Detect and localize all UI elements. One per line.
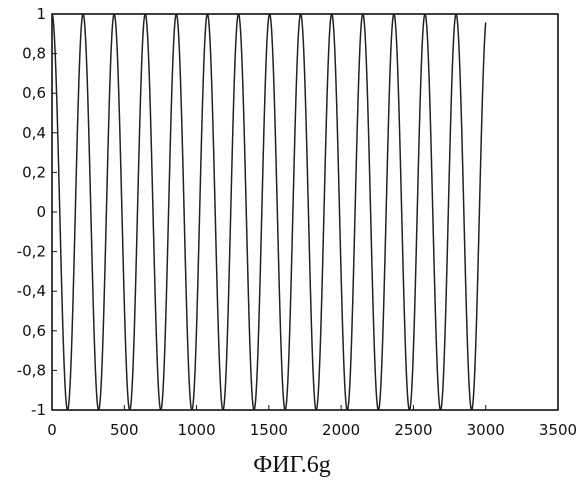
y-tick-label: 0,6	[22, 322, 46, 340]
x-tick-label: 2000	[322, 421, 360, 439]
y-tick-label: 0,6	[22, 84, 46, 102]
x-tick-label: 3000	[467, 421, 505, 439]
y-tick-label: -0,2	[17, 243, 46, 261]
x-tick-label: 3500	[539, 421, 577, 439]
y-tick-label: 0	[36, 203, 46, 221]
y-tick-label: 1	[36, 5, 46, 23]
figure-caption: ФИГ.6g	[0, 452, 584, 479]
y-axis: 1 0,8 0,6 0,4 0,2 0 -0,2 -0,4 0,6 -0,8 -1	[17, 5, 57, 419]
plot-area: 0 500 1000 1500 2000 2500 3000 3500 1 0,8 0,6 0,4 0…	[17, 5, 577, 439]
x-tick-label: 1500	[250, 421, 288, 439]
y-tick-label: 0,8	[22, 45, 46, 63]
x-tick-label: 2500	[394, 421, 432, 439]
y-tick-label: 0,2	[22, 163, 46, 181]
y-tick-label: 0,4	[22, 124, 46, 142]
y-tick-label: -0,8	[17, 361, 46, 379]
x-tick-label: 1000	[177, 421, 215, 439]
y-tick-label: -1	[31, 401, 46, 419]
x-tick-label: 500	[110, 421, 139, 439]
y-tick-label: -0,4	[17, 282, 46, 300]
x-tick-label: 0	[47, 421, 57, 439]
signal-line	[52, 14, 486, 410]
